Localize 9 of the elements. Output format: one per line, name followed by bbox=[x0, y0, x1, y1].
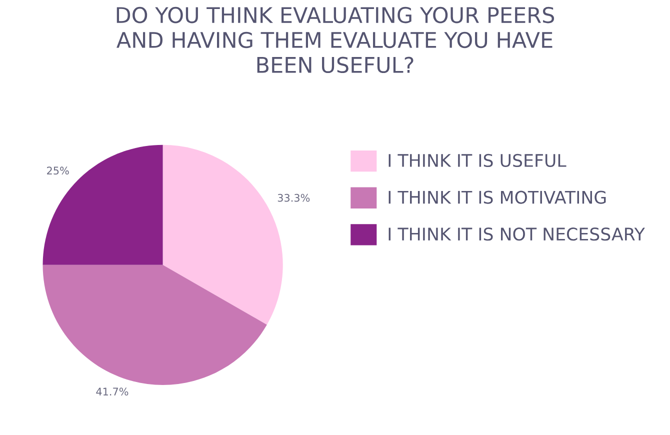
data-label: 25% bbox=[47, 166, 69, 175]
chart-title: DO YOU THINK EVALUATING YOUR PEERS AND HAVING THEM EVALUATE YOU HAVE BEEN USEFUL? bbox=[116, 6, 554, 74]
data-label: 41.7% bbox=[96, 388, 128, 396]
legend-label: I THINK IT IS NOT NECESSARY bbox=[388, 228, 645, 241]
pie-slice bbox=[42, 144, 163, 265]
data-label: 33.3% bbox=[278, 194, 310, 202]
pie-slice bbox=[42, 264, 267, 385]
legend-label: I THINK IT IS MOTIVATING bbox=[388, 190, 606, 204]
legend-label: I THINK IT IS USEFUL bbox=[388, 154, 566, 168]
